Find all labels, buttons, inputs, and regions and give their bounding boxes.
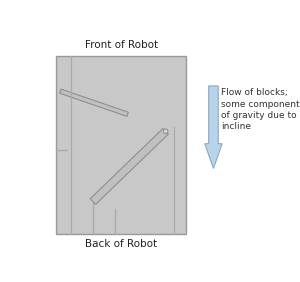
Text: Front of Robot: Front of Robot [85, 40, 158, 50]
Bar [56, 56, 186, 233]
Polygon shape [60, 89, 128, 116]
Polygon shape [90, 128, 168, 204]
Circle shape [164, 129, 168, 133]
Polygon shape [205, 86, 222, 168]
Text: Flow of blocks;
some component
of gravity due to
incline: Flow of blocks; some component of gravit… [221, 88, 300, 131]
Text: Back of Robot: Back of Robot [85, 239, 157, 249]
